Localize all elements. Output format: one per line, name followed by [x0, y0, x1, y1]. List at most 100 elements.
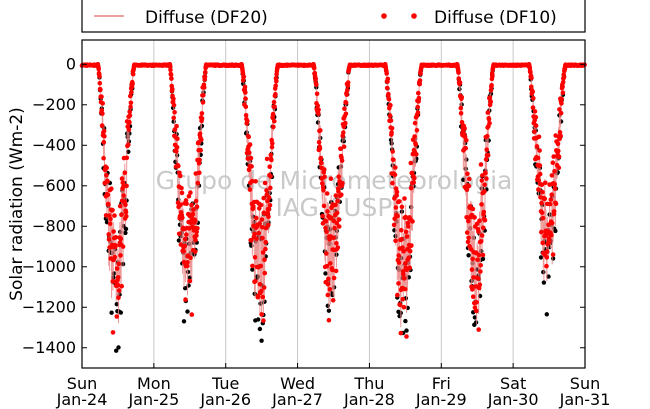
df10-point — [395, 213, 400, 219]
total-point — [541, 280, 547, 285]
df10-point — [393, 165, 398, 170]
legend-dot-df20-a — [381, 13, 387, 19]
df10-point — [407, 248, 413, 254]
df10-point — [127, 119, 132, 125]
df10-point — [99, 94, 104, 99]
df10-point — [261, 318, 266, 323]
df10-point — [466, 176, 472, 182]
total-point — [403, 318, 408, 324]
df10-point — [537, 171, 543, 177]
total-point — [109, 310, 114, 315]
df10-point — [531, 96, 536, 101]
total-point — [323, 271, 328, 276]
df10-point — [341, 130, 346, 135]
df10-point — [546, 222, 551, 228]
df10-point — [323, 219, 329, 224]
total-point — [546, 274, 551, 279]
df10-point — [557, 107, 562, 112]
df10-point — [402, 286, 408, 292]
total-point — [114, 348, 119, 353]
df10-point — [192, 249, 198, 254]
total-point — [256, 317, 261, 322]
df10-point — [257, 282, 263, 287]
df10-point — [270, 111, 276, 117]
total-point — [550, 256, 556, 261]
df10-point — [457, 80, 463, 85]
df10-point — [344, 92, 350, 97]
df10-point — [257, 206, 262, 211]
df10-point — [198, 147, 203, 153]
df10-point — [484, 176, 489, 181]
df10-point — [118, 253, 123, 258]
df10-point — [458, 111, 464, 116]
df10-point — [260, 294, 266, 300]
df10-point — [192, 217, 198, 223]
df10-point — [249, 164, 254, 169]
df10-point — [532, 129, 537, 134]
df10-point — [333, 193, 339, 198]
df10-point — [389, 126, 395, 131]
df10-point — [549, 192, 554, 197]
x-tick-label-date: Jan-31 — [559, 390, 611, 409]
df10-point — [544, 249, 550, 254]
df10-point — [536, 187, 541, 192]
df10-point — [180, 215, 185, 221]
df10-point — [261, 285, 267, 290]
df10-point — [475, 276, 481, 281]
df10-point — [394, 193, 400, 198]
df10-point — [478, 263, 484, 268]
df10-point — [115, 282, 121, 288]
legend-label-df20: Diffuse (DF20) — [145, 8, 268, 28]
x-tick-label-day: Thu — [353, 374, 384, 393]
total-point — [538, 255, 544, 260]
df10-point — [95, 63, 100, 68]
df10-point — [478, 239, 484, 244]
df10-point — [456, 76, 462, 81]
df10-point — [100, 101, 105, 106]
df10-point — [470, 294, 476, 300]
x-tick-label-date: Jan-29 — [415, 390, 467, 409]
x-tick-label-date: Jan-25 — [127, 390, 179, 409]
df10-point — [105, 179, 110, 184]
df10-point — [201, 85, 207, 90]
df10-point — [478, 162, 484, 167]
df10-point — [552, 169, 557, 174]
df10-point — [405, 220, 411, 226]
df10-point — [397, 302, 403, 308]
df10-point — [105, 192, 111, 198]
df10-point — [343, 111, 349, 117]
watermark-line-1: Grupo de Micrometeorologia — [156, 166, 513, 195]
df10-point — [98, 87, 103, 93]
df10-point — [314, 82, 319, 87]
df10-point — [114, 314, 120, 319]
df10-point — [267, 164, 273, 169]
df10-point — [273, 83, 279, 88]
df10-point — [536, 178, 541, 183]
df10-point — [128, 100, 134, 106]
y-tick-label: −1000 — [22, 257, 76, 276]
df10-point — [124, 183, 129, 189]
df10-point — [184, 232, 189, 237]
df10-point — [120, 244, 126, 249]
df10-point — [263, 246, 268, 252]
df10-point — [331, 275, 337, 281]
df10-point — [399, 204, 405, 210]
df10-point — [264, 156, 270, 162]
df10-point — [542, 196, 548, 201]
legend-box — [81, 0, 586, 33]
total-point — [326, 308, 332, 313]
df10-point — [479, 233, 485, 238]
y-tick-label: −400 — [32, 135, 76, 154]
df10-point — [543, 180, 548, 186]
df10-point — [396, 253, 402, 258]
df10-point — [324, 229, 329, 235]
df10-point — [270, 141, 275, 146]
df10-point — [254, 236, 259, 241]
total-point — [250, 267, 255, 272]
df10-point — [558, 110, 564, 116]
x-tick-label-day: Wed — [280, 374, 315, 393]
y-tick-label: 0 — [66, 54, 76, 73]
df10-point — [333, 268, 339, 274]
series-df20-line — [97, 64, 566, 328]
df10-point — [404, 234, 410, 239]
